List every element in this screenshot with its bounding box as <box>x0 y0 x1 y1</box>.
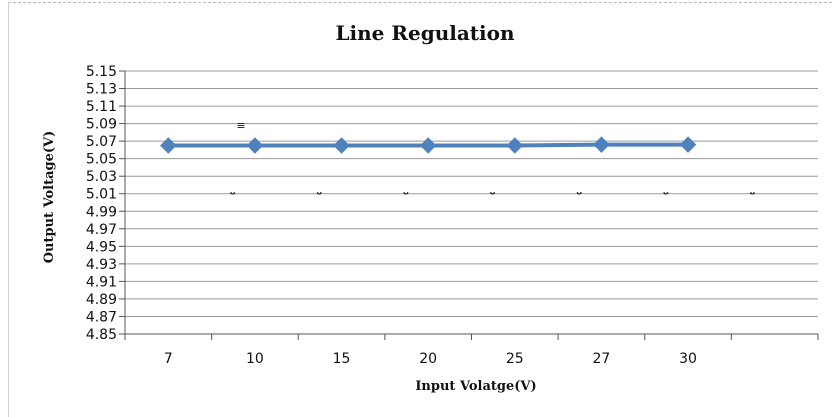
data-point-marker <box>419 137 437 154</box>
annotation-glyph: ᵕ <box>403 188 409 203</box>
y-tick-label: 5.09 <box>86 117 117 133</box>
y-tick-label: 5.01 <box>86 187 117 203</box>
chart-title: Line Regulation <box>335 21 514 45</box>
x-tick-label: 20 <box>419 351 437 367</box>
y-tick-label: 5.03 <box>86 169 117 185</box>
x-tick-label: 30 <box>679 351 697 367</box>
y-tick-labels: 5.15 5.135.11 5.095.07 5.055.03 5.014.99 4.97… <box>86 64 117 343</box>
y-tick-label: 5.07 <box>86 134 117 150</box>
annotation-glyph: ᵕ <box>229 188 235 203</box>
annotation-glyph: ᵕ <box>749 188 755 203</box>
y-tick-label: 4.95 <box>86 239 117 255</box>
y-tick-label: 4.87 <box>86 309 117 325</box>
x-tick-label: 7 <box>164 351 173 367</box>
y-tick-label: 5.11 <box>86 99 117 115</box>
x-axis-title: Input Volatge(V) <box>415 379 536 394</box>
annotation-glyph: ᵕ <box>663 188 669 203</box>
series <box>160 136 697 154</box>
data-point-marker <box>679 136 697 153</box>
y-axis-title: Output Voltage(V) <box>42 131 57 264</box>
y-tick-label: 5.15 <box>86 64 117 80</box>
data-point-marker <box>333 137 350 154</box>
data-point-marker <box>506 137 524 154</box>
y-tick-label: 5.05 <box>86 152 117 168</box>
x-tick-label: 15 <box>333 351 351 367</box>
frame-left-border <box>8 2 9 417</box>
data-point-marker <box>246 137 264 154</box>
x-tick-label: 27 <box>593 351 611 367</box>
y-tick-label: 4.99 <box>86 204 117 220</box>
annotation-symbol: ≡ <box>236 119 245 132</box>
y-tick-label: 5.13 <box>86 82 117 98</box>
data-point-marker <box>160 137 177 154</box>
y-tick-label: 4.93 <box>86 257 117 273</box>
data-point-marker <box>593 136 610 153</box>
x-tick-labels: 7 10 15 20 25 27 30 <box>164 351 697 367</box>
annotations: ≡ ᵕ ᵕ ᵕ ᵕ ᵕ ᵕ ᵕ <box>229 119 755 203</box>
annotation-glyph: ᵕ <box>489 188 495 203</box>
frame-top-border <box>8 2 832 3</box>
annotation-glyph: ᵕ <box>576 188 582 203</box>
y-tick-label: 4.89 <box>86 292 117 308</box>
grid <box>124 70 819 340</box>
y-tick-label: 4.85 <box>86 327 117 343</box>
axes <box>119 70 818 335</box>
x-tick-label: 10 <box>246 351 264 367</box>
y-tick-label: 4.97 <box>86 222 117 238</box>
y-tick-label: 4.91 <box>86 274 117 290</box>
annotation-glyph: ᵕ <box>316 188 322 203</box>
x-tick-label: 25 <box>506 351 524 367</box>
